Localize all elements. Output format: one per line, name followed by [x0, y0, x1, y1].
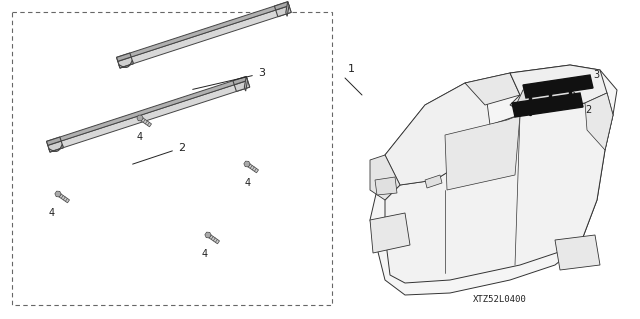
Polygon shape [47, 137, 61, 145]
Polygon shape [138, 116, 141, 120]
Polygon shape [234, 80, 250, 92]
Polygon shape [585, 93, 613, 150]
Polygon shape [55, 191, 61, 197]
Polygon shape [245, 162, 249, 166]
Text: 1: 1 [348, 64, 355, 74]
Text: 3: 3 [593, 70, 599, 80]
Polygon shape [139, 116, 152, 127]
Polygon shape [385, 93, 613, 283]
Polygon shape [465, 73, 520, 105]
Polygon shape [385, 83, 490, 185]
Polygon shape [244, 77, 248, 91]
Text: 3: 3 [258, 68, 265, 78]
Polygon shape [370, 155, 400, 200]
Polygon shape [523, 75, 593, 98]
Polygon shape [206, 233, 210, 237]
Polygon shape [48, 141, 63, 152]
Polygon shape [425, 175, 442, 188]
Polygon shape [207, 234, 220, 244]
Text: 2: 2 [585, 105, 591, 115]
Polygon shape [244, 161, 250, 167]
Polygon shape [276, 6, 291, 17]
Polygon shape [205, 232, 211, 238]
Polygon shape [246, 163, 259, 173]
Text: 4: 4 [202, 249, 208, 259]
Polygon shape [445, 115, 520, 190]
Polygon shape [370, 65, 617, 295]
Polygon shape [233, 77, 248, 85]
Polygon shape [116, 53, 131, 61]
Polygon shape [275, 2, 289, 10]
Polygon shape [118, 6, 291, 68]
Text: 4: 4 [245, 178, 251, 188]
Polygon shape [137, 115, 143, 121]
Polygon shape [555, 235, 600, 270]
Polygon shape [375, 177, 397, 195]
Polygon shape [370, 213, 410, 253]
Polygon shape [512, 93, 583, 117]
Polygon shape [510, 65, 607, 113]
Polygon shape [118, 57, 133, 68]
Polygon shape [57, 193, 70, 203]
Polygon shape [517, 83, 575, 113]
Polygon shape [49, 144, 63, 152]
Polygon shape [286, 2, 289, 16]
Text: 4: 4 [137, 132, 143, 142]
Polygon shape [47, 77, 248, 145]
Text: XTZ52L0400: XTZ52L0400 [473, 295, 527, 304]
Text: 2: 2 [178, 143, 185, 153]
Polygon shape [48, 80, 250, 152]
Text: 4: 4 [49, 208, 55, 218]
Polygon shape [119, 60, 133, 68]
Polygon shape [116, 2, 289, 61]
Polygon shape [56, 192, 60, 196]
